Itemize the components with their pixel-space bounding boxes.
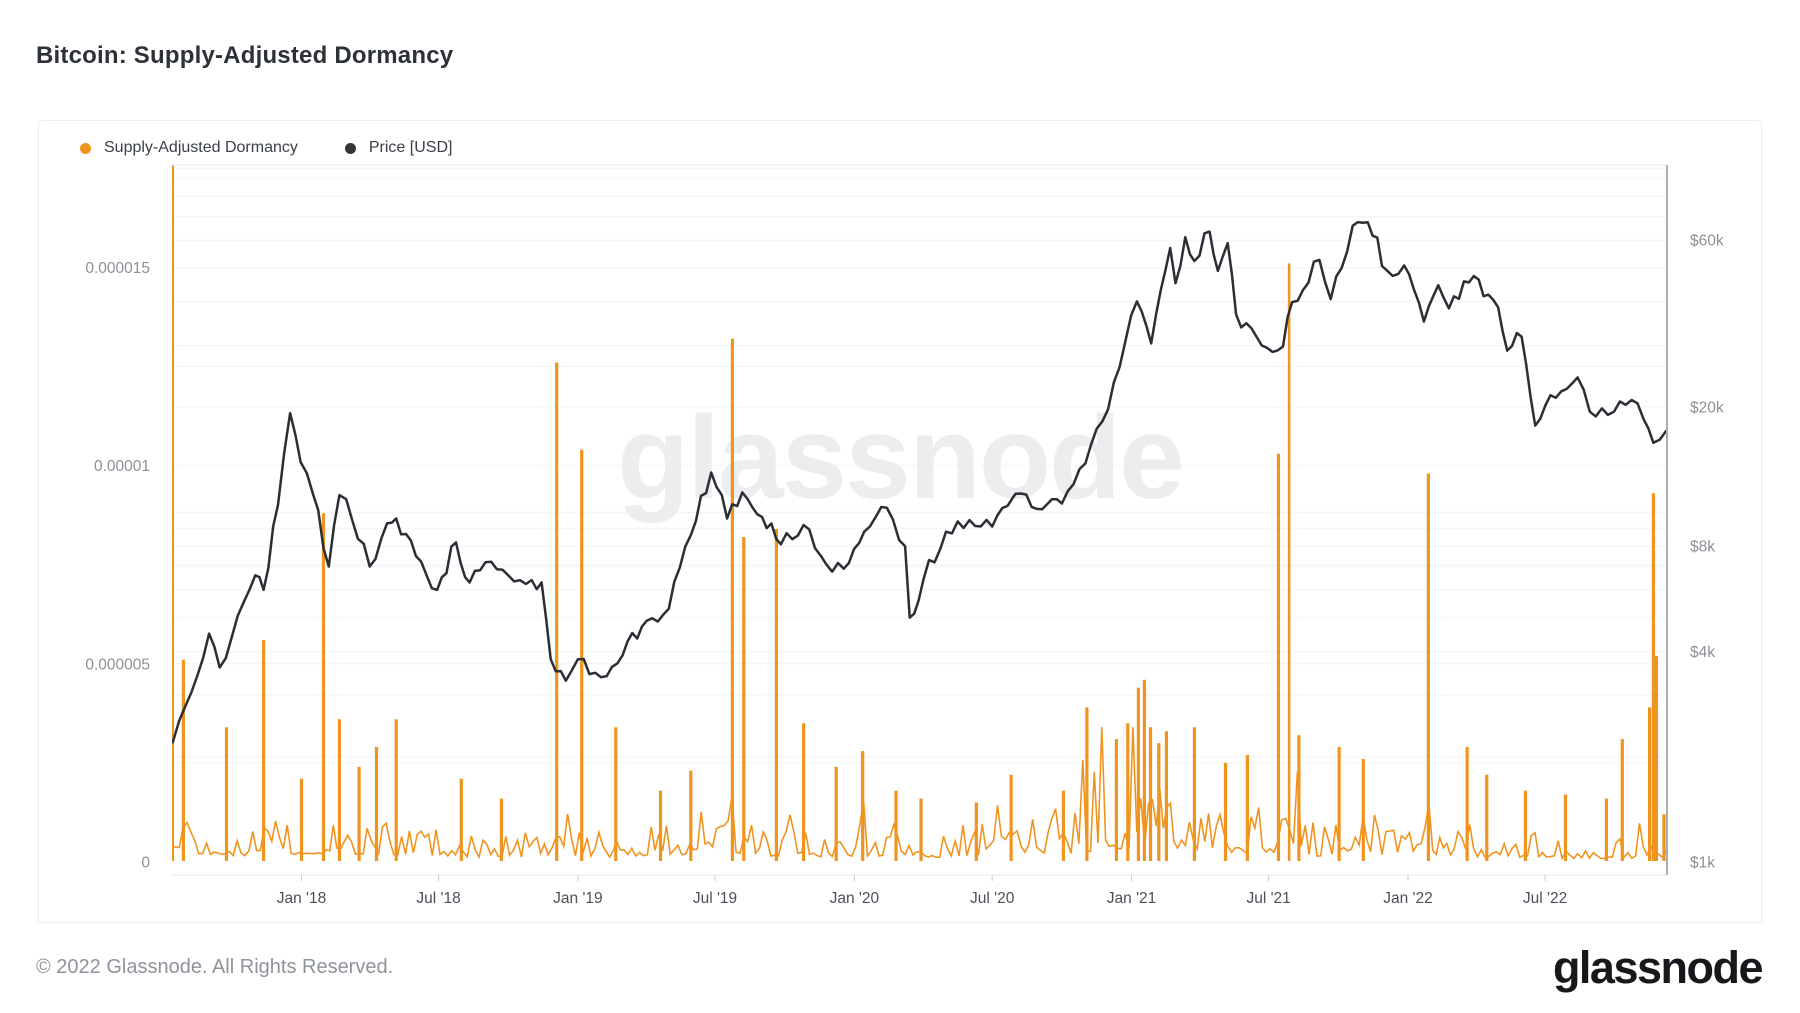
chart-panel	[38, 120, 1762, 923]
glassnode-logo[interactable]: glassnode	[1552, 942, 1764, 993]
legend-item-price[interactable]: Price [USD]	[344, 139, 453, 157]
x-axis-label: Jan '20	[830, 890, 880, 907]
left-axis-label: 0.00001	[94, 458, 150, 475]
x-axis-label: Jul '21	[1246, 890, 1290, 907]
page-title: Bitcoin: Supply-Adjusted Dormancy	[36, 42, 454, 69]
left-axis-label: 0.000005	[85, 656, 150, 673]
x-axis-label: Jul '19	[693, 890, 737, 907]
right-axis-label: $1k	[1690, 855, 1715, 872]
right-axis-label: $4k	[1690, 644, 1715, 661]
x-axis-label: Jul '20	[970, 890, 1015, 907]
x-axis-label: Jan '19	[553, 890, 603, 907]
x-axis-label: Jul '18	[416, 890, 460, 907]
footer-copyright: © 2022 Glassnode. All Rights Reserved.	[36, 956, 394, 978]
x-axis-label: Jan '21	[1107, 890, 1157, 907]
legend-item-dormancy-label: Supply-Adjusted Dormancy	[104, 139, 298, 156]
dormancy-spikes	[172, 165, 1666, 861]
right-axis-label: $8k	[1690, 539, 1715, 556]
glassnode-watermark: glassnode	[617, 392, 1183, 524]
left-axis-label: 0.000015	[85, 260, 150, 277]
right-axis-label: $60k	[1690, 233, 1724, 250]
legend-item-price-label: Price [USD]	[368, 139, 453, 156]
x-axis-label: Jan '18	[277, 890, 327, 907]
legend-item-dormancy[interactable]: Supply-Adjusted Dormancy	[80, 139, 298, 157]
price-series	[172, 220, 1667, 744]
x-axis-label: Jul '22	[1523, 890, 1567, 907]
price-legend-dot-icon	[344, 142, 356, 154]
x-axis-label: Jan '22	[1383, 890, 1433, 907]
dormancy-legend-dot-icon	[80, 142, 91, 154]
chart-legend: Supply-Adjusted Dormancy Price [USD]	[80, 139, 452, 157]
left-axis-label: 0	[141, 855, 150, 872]
right-axis-label: $20k	[1690, 400, 1724, 417]
